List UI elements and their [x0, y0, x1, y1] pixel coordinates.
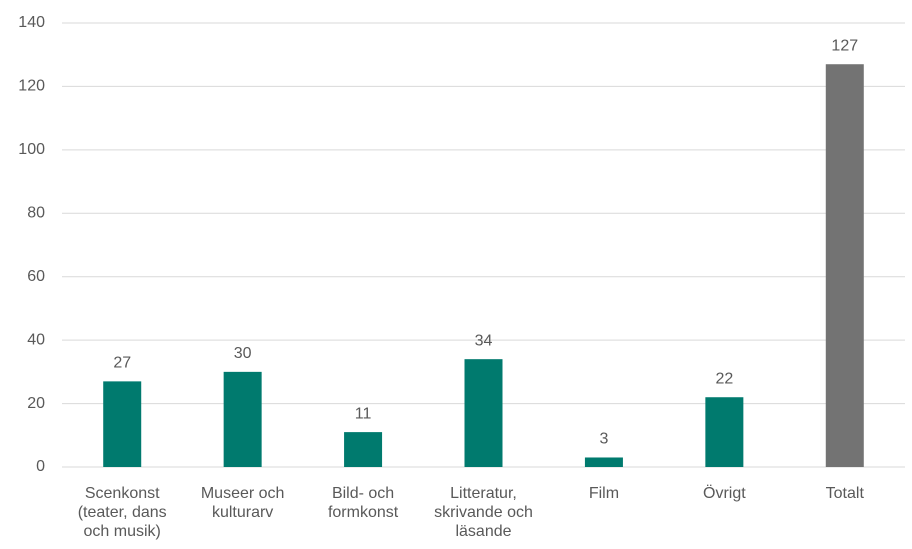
bar: [103, 381, 142, 467]
data-label: 11: [355, 405, 372, 422]
bar: [344, 432, 383, 467]
x-tick-label: Bild- och formkonst: [327, 485, 399, 521]
x-tick-label: Scenkonst (teater, dans och musik): [77, 485, 167, 540]
bar: [584, 457, 623, 467]
y-tick-label: 40: [27, 331, 45, 348]
data-label: 127: [831, 37, 858, 54]
bar: [223, 371, 262, 467]
y-tick-label: 20: [27, 395, 45, 412]
bar: [464, 359, 503, 467]
data-label: 27: [113, 355, 131, 372]
y-tick-label: 140: [18, 14, 45, 31]
data-label: 22: [715, 370, 733, 387]
data-label: 34: [475, 332, 493, 349]
y-tick-label: 80: [27, 205, 45, 222]
x-tick-label: Övrigt: [703, 485, 746, 502]
data-label: 30: [234, 345, 252, 362]
y-tick-label: 120: [18, 78, 45, 95]
y-tick-label: 60: [27, 268, 45, 285]
x-tick-label: Film: [588, 485, 620, 502]
data-label: 3: [599, 431, 608, 448]
y-tick-label: 0: [36, 458, 45, 475]
x-tick-label: Litteratur, skrivande och läsande: [434, 485, 533, 540]
bar: [705, 397, 744, 467]
y-tick-label: 100: [18, 141, 45, 158]
x-tick-label: Museer och kulturarv: [200, 485, 285, 521]
bar: [825, 64, 864, 467]
x-tick-label: Totalt: [825, 485, 864, 502]
